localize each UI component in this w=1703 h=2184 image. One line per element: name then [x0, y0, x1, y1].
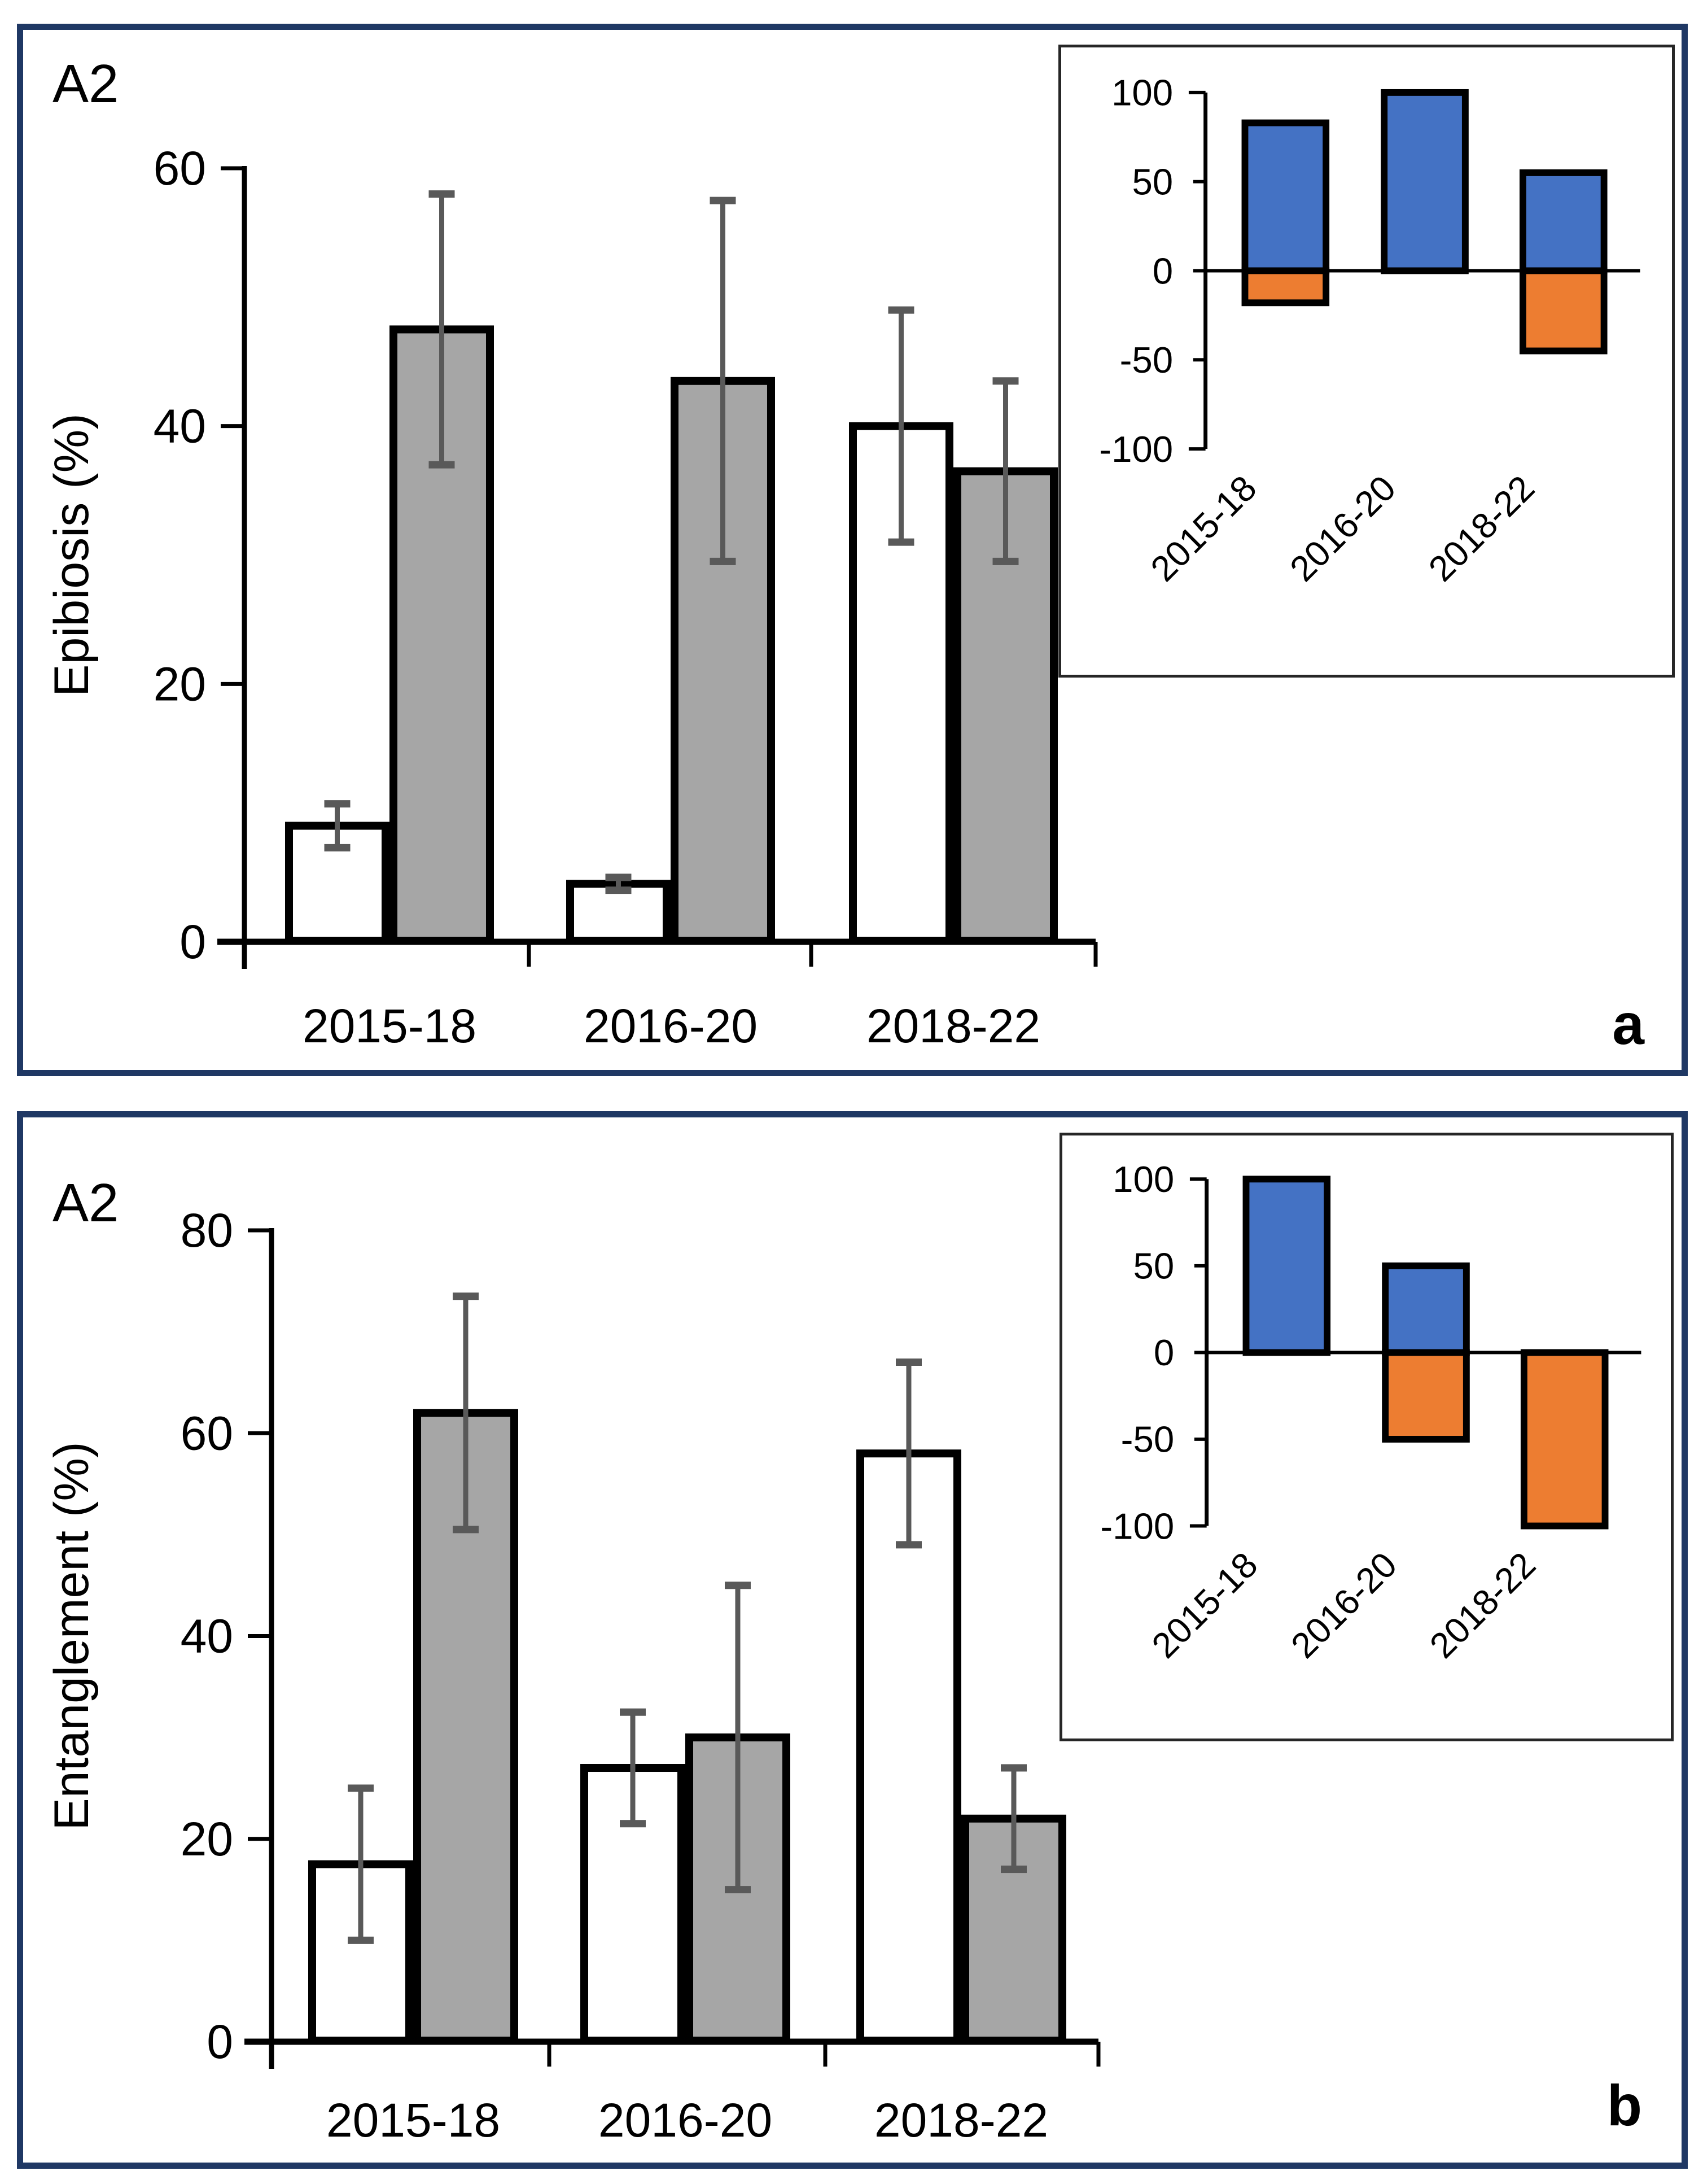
inset-bar-blue-bars-2016-20: [1382, 1262, 1470, 1356]
inset-y-tick-label-0: 0: [1154, 1332, 1174, 1373]
inset-bar-orange-bars-2018-22: [1519, 267, 1608, 355]
inset-bar-blue-bars-2015-18: [1242, 1176, 1331, 1356]
inset-x-category-label-2016-20: 2016-20: [1282, 468, 1403, 589]
panel-b-letter: b: [1606, 2073, 1642, 2138]
y-tick-label-80: 80: [181, 1204, 233, 1257]
y-tick-label-0: 0: [180, 915, 206, 968]
inset-y-tick-label-50: 50: [1133, 1246, 1174, 1287]
inset-x-category-label-2015-18: 2015-18: [1144, 468, 1264, 589]
inset-bar-orange-bars-2018-22: [1520, 1349, 1609, 1530]
inset-y-tick-label--100: -100: [1100, 1505, 1174, 1547]
y-tick-label-60: 60: [181, 1407, 233, 1460]
x-category-label-2016-20: 2016-20: [584, 999, 758, 1052]
inset-x-category-label-2018-22: 2018-22: [1422, 1545, 1543, 1666]
inset-y-tick-label--50: -50: [1120, 339, 1174, 381]
y-tick-label-20: 20: [181, 1812, 233, 1866]
x-category-label-2015-18: 2015-18: [303, 999, 476, 1052]
bar-gray-bars-2015-18: [389, 325, 494, 945]
panel-a-corner-label: A2: [52, 54, 119, 114]
panel-a-inset-box: 100 50 0 -50 -100 2015-18 2016-20 2018-22: [1058, 45, 1675, 678]
panel-b-inset-box: 100 50 0 -50 -100 2015-18 2016-20 2018-22: [1060, 1133, 1674, 1741]
inset-y-tick-label-50: 50: [1132, 161, 1173, 202]
inset-x-category-label-2016-20: 2016-20: [1284, 1545, 1404, 1666]
inset-y-tick-label-100: 100: [1113, 1159, 1174, 1200]
inset-x-category-label-2015-18: 2015-18: [1145, 1545, 1266, 1666]
inset-bar-blue-bars-2018-22: [1519, 169, 1608, 274]
panel-b: 0 20 40 60 80 2015-18 2016-20 2018-22 Entangleme…: [17, 1111, 1688, 2169]
inset-y-tick-label-100: 100: [1111, 72, 1173, 113]
x-category-label-2018-22: 2018-22: [866, 999, 1040, 1052]
panel-b-main-chart: 0 20 40 60 80 2015-18 2016-20 2018-22 Entangleme…: [45, 1204, 1101, 2147]
inset-x-category-label-2018-22: 2018-22: [1421, 468, 1542, 589]
y-tick-label-20: 20: [154, 657, 206, 710]
y-tick-label-40: 40: [181, 1610, 233, 1663]
y-axis-title: Epibiosis (%): [45, 413, 99, 697]
inset-bar-orange-bars-2015-18: [1241, 267, 1330, 307]
y-tick-label-60: 60: [154, 142, 206, 195]
bar-white-bars-2018-22: [856, 1449, 961, 2045]
panel-a-main-chart: 0 20 40 60 2015-18 2016-20 2018-22 Epibiosis (%…: [45, 142, 1098, 1052]
inset-bar-blue-bars-2016-20: [1381, 89, 1469, 274]
inset-bar-orange-bars-2016-20: [1382, 1349, 1470, 1443]
y-tick-label-0: 0: [207, 2015, 233, 2068]
x-category-label-2018-22: 2018-22: [874, 2094, 1048, 2147]
inset-y-tick-label--50: -50: [1121, 1419, 1175, 1460]
panel-a: 0 20 40 60 2015-18 2016-20 2018-22 Epibiosis (%…: [17, 24, 1688, 1076]
inset-y-tick-label-0: 0: [1153, 250, 1173, 291]
panel-a-letter: a: [1612, 992, 1644, 1056]
y-tick-label-40: 40: [154, 400, 206, 453]
panel-b-corner-label: A2: [52, 1173, 119, 1233]
x-category-label-2016-20: 2016-20: [598, 2094, 772, 2147]
y-axis-title: Entanglement (%): [45, 1442, 99, 1830]
inset-bar-blue-bars-2015-18: [1241, 119, 1330, 274]
x-category-label-2015-18: 2015-18: [326, 2094, 500, 2147]
inset-y-tick-label--100: -100: [1099, 429, 1173, 470]
